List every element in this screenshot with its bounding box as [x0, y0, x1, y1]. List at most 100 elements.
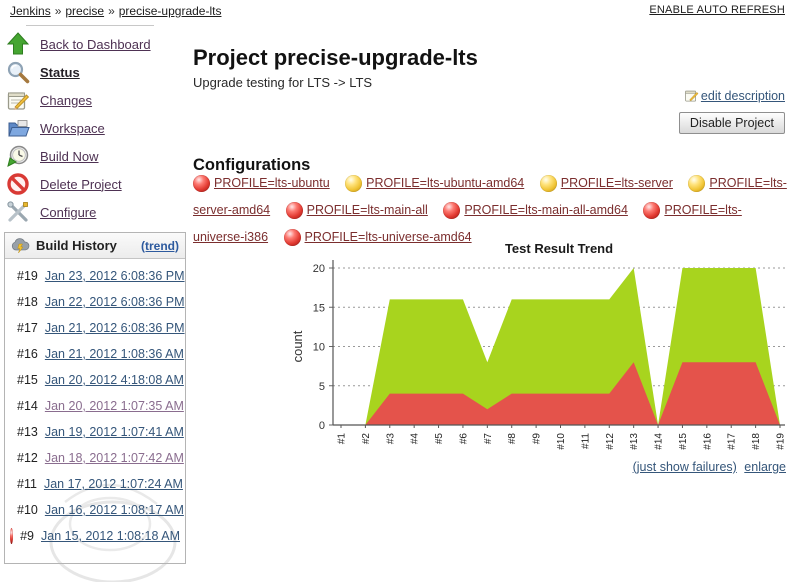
breadcrumb: Jenkins» precise» precise-upgrade-lts	[8, 4, 223, 18]
build-row[interactable]: #16 Jan 21, 2012 1:08:36 AM	[5, 341, 185, 367]
sidebar-item-delete-project[interactable]: Delete Project	[6, 170, 186, 198]
breadcrumb-link-jenkins[interactable]: Jenkins	[10, 4, 51, 18]
enlarge-link[interactable]: enlarge	[744, 460, 786, 474]
clock-run-icon	[7, 145, 29, 167]
configuration-link[interactable]: PROFILE=lts-server	[560, 176, 673, 190]
configuration-item[interactable]: PROFILE=lts-server	[539, 175, 673, 193]
svg-text:#3: #3	[385, 433, 396, 445]
sidebar-divider	[26, 25, 154, 26]
build-row[interactable]: #19 Jan 23, 2012 6:08:36 PM	[5, 263, 185, 289]
build-date-link[interactable]: Jan 19, 2012 1:07:41 AM	[44, 425, 184, 439]
configuration-link[interactable]: PROFILE=lts-universe-i386	[193, 203, 742, 244]
configuration-item[interactable]: PROFILE=lts-universe-i386	[193, 202, 742, 244]
build-number: #14	[17, 399, 38, 413]
enable-auto-refresh-link[interactable]: ENABLE AUTO REFRESH	[649, 4, 785, 16]
config-status-red-ball-icon	[285, 202, 303, 220]
build-row[interactable]: #13 Jan 19, 2012 1:07:41 AM	[5, 419, 185, 445]
build-number: #9	[20, 529, 34, 543]
build-row[interactable]: #10 Jan 16, 2012 1:08:17 AM	[5, 497, 185, 523]
build-row[interactable]: #18 Jan 22, 2012 6:08:36 PM	[5, 289, 185, 315]
svg-text:#9: #9	[532, 433, 543, 445]
svg-text:#4: #4	[410, 433, 421, 445]
cloud-lightning-icon	[11, 238, 30, 253]
build-number: #16	[17, 347, 38, 361]
breadcrumb-link-project[interactable]: precise-upgrade-lts	[118, 4, 222, 18]
svg-text:#19: #19	[776, 433, 787, 450]
config-status-red-ball-icon	[643, 202, 661, 220]
svg-text:#6: #6	[458, 433, 469, 445]
svg-text:15: 15	[313, 302, 325, 314]
configuration-item[interactable]: PROFILE=lts-main-all-amd64	[443, 202, 628, 220]
svg-text:#7: #7	[483, 433, 494, 445]
tools-icon	[7, 201, 28, 222]
configuration-link[interactable]: PROFILE=lts-ubuntu	[214, 176, 330, 190]
build-history-panel: Build History (trend) #19 Jan 23, 2012 6:…	[4, 232, 186, 564]
build-row[interactable]: #17 Jan 21, 2012 6:08:36 PM	[5, 315, 185, 341]
configuration-link[interactable]: PROFILE=lts-universe-amd64	[304, 230, 472, 244]
build-row[interactable]: #9 Jan 15, 2012 1:08:18 AM	[5, 523, 185, 549]
configuration-link[interactable]: PROFILE=lts-ubuntu-amd64	[366, 176, 525, 190]
folder-icon	[8, 120, 30, 137]
project-description: Upgrade testing for LTS -> LTS	[193, 75, 373, 90]
sidebar-item-status[interactable]: Status	[6, 58, 186, 86]
sidebar-item-label: Changes	[40, 92, 93, 108]
project-utilities: edit description Disable Project	[678, 88, 785, 134]
sidebar-item-configure[interactable]: Configure	[6, 198, 186, 226]
build-number: #10	[17, 503, 38, 517]
build-date-link[interactable]: Jan 22, 2012 6:08:36 PM	[44, 295, 185, 309]
jenkins-watermark	[49, 483, 177, 582]
breadcrumb-separator: »	[54, 4, 62, 18]
svg-text:#11: #11	[580, 433, 591, 449]
sidebar-item-workspace[interactable]: Workspace	[6, 114, 186, 142]
edit-description-icon	[685, 90, 699, 102]
sidebar-item-changes[interactable]: Changes	[6, 86, 186, 114]
sidebar-item-label: Status	[40, 64, 80, 80]
svg-text:Test Result Trend: Test Result Trend	[505, 241, 613, 256]
build-row[interactable]: #14 Jan 20, 2012 1:07:35 AM	[5, 393, 185, 419]
svg-text:#8: #8	[507, 433, 518, 445]
svg-text:#5: #5	[434, 433, 445, 445]
configuration-item[interactable]: PROFILE=lts-ubuntu	[193, 175, 330, 193]
build-row[interactable]: #11 Jan 17, 2012 1:07:24 AM	[5, 471, 185, 497]
config-status-red-ball-icon	[283, 229, 301, 247]
sidebar-item-label: Workspace	[40, 120, 105, 136]
page-title: Project precise-upgrade-lts	[193, 44, 478, 70]
build-date-link[interactable]: Jan 23, 2012 6:08:36 PM	[44, 269, 185, 283]
svg-text:10: 10	[313, 342, 325, 354]
svg-text:#17: #17	[727, 433, 738, 450]
build-date-link[interactable]: Jan 20, 2012 4:18:08 AM	[44, 373, 184, 387]
trend-link[interactable]: (trend)	[141, 238, 179, 253]
configuration-link[interactable]: PROFILE=lts-main-all-amd64	[464, 203, 628, 217]
sidebar-item-back-to-dashboard[interactable]: Back to Dashboard	[6, 30, 186, 58]
build-row[interactable]: #15 Jan 20, 2012 4:18:08 AM	[5, 367, 185, 393]
build-row[interactable]: #12 Jan 18, 2012 1:07:42 AM	[5, 445, 185, 471]
magnifier-icon	[7, 61, 30, 84]
up-arrow-icon	[6, 32, 30, 55]
disable-project-button[interactable]: Disable Project	[678, 112, 785, 134]
configuration-item[interactable]: PROFILE=lts-server-amd64	[193, 175, 787, 217]
edit-description-link[interactable]: edit description	[700, 88, 785, 103]
build-date-link[interactable]: Jan 20, 2012 1:07:35 AM	[44, 399, 184, 413]
configuration-link[interactable]: PROFILE=lts-server-amd64	[193, 176, 787, 217]
build-date-link[interactable]: Jan 16, 2012 1:08:17 AM	[44, 503, 184, 517]
build-date-link[interactable]: Jan 21, 2012 1:08:36 AM	[44, 347, 184, 361]
sidebar-item-label: Delete Project	[40, 176, 122, 192]
configuration-item[interactable]: PROFILE=lts-universe-amd64	[283, 229, 472, 247]
config-status-yellow-ball-icon	[539, 175, 557, 193]
build-date-link[interactable]: Jan 21, 2012 6:08:36 PM	[44, 321, 185, 335]
configuration-link[interactable]: PROFILE=lts-main-all	[306, 203, 428, 217]
build-date-link[interactable]: Jan 15, 2012 1:08:18 AM	[41, 529, 180, 543]
configurations-matrix: PROFILE=lts-ubuntu PROFILE=lts-ubuntu-am…	[193, 170, 790, 251]
just-show-failures-link[interactable]: (just show failures)	[632, 460, 737, 474]
build-number: #18	[17, 295, 38, 309]
breadcrumb-link-precise[interactable]: precise	[65, 4, 105, 18]
configuration-item[interactable]: PROFILE=lts-ubuntu-amd64	[345, 175, 525, 193]
build-history-header: Build History (trend)	[5, 233, 185, 259]
build-date-link[interactable]: Jan 17, 2012 1:07:24 AM	[43, 477, 183, 491]
build-date-link[interactable]: Jan 18, 2012 1:07:42 AM	[44, 451, 184, 465]
configuration-item[interactable]: PROFILE=lts-main-all	[285, 202, 428, 220]
sidebar-item-build-now[interactable]: Build Now	[6, 142, 186, 170]
svg-text:#2: #2	[361, 433, 372, 445]
build-history-title: Build History	[36, 238, 117, 253]
build-history-list: #19 Jan 23, 2012 6:08:36 PM #18 Jan 22, 20…	[5, 259, 185, 553]
